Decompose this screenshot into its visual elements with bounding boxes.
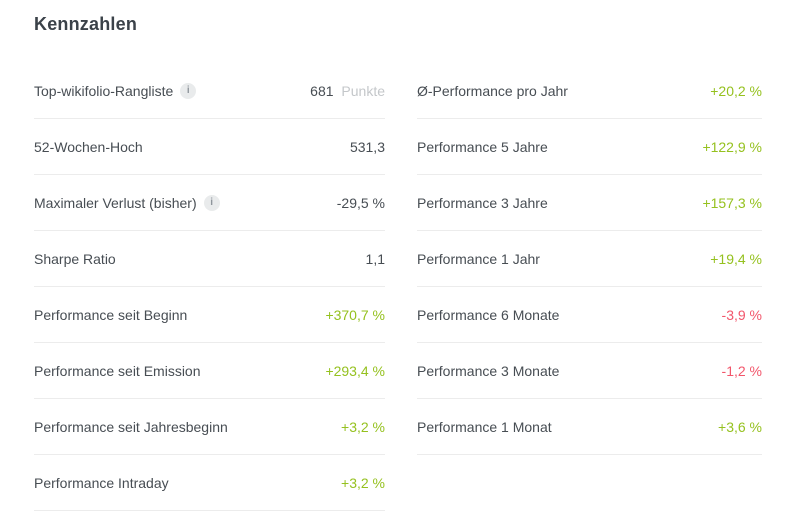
- metric-label: 52-Wochen-Hoch: [34, 138, 143, 155]
- metric-value: +370,7 %: [325, 307, 385, 323]
- metric-row: Performance 6 Monate -3,9 %: [417, 287, 762, 343]
- metric-label: Performance 1 Jahr: [417, 250, 540, 267]
- metric-value-number: +293,4 %: [325, 362, 385, 379]
- metric-row: Performance seit Beginn +370,7 %: [34, 287, 385, 343]
- metric-row: Ø-Performance pro Jahr +20,2 %: [417, 63, 762, 119]
- metric-row: Performance seit Emission +293,4 %: [34, 343, 385, 399]
- metric-value-number: +122,9 %: [702, 138, 762, 155]
- page-title: Kennzahlen: [34, 14, 138, 34]
- metric-label-wrap: Performance seit Beginn: [34, 307, 187, 323]
- metric-value: +19,4 %: [710, 251, 762, 267]
- metric-label: Performance 3 Monate: [417, 362, 560, 379]
- metric-value: -1,2 %: [722, 363, 762, 379]
- metric-value-number: -1,2 %: [721, 362, 762, 379]
- metric-label-wrap: Performance 6 Monate: [417, 307, 559, 323]
- metric-value-number: +19,4 %: [710, 250, 762, 267]
- metric-value-number: 1,1: [365, 250, 385, 267]
- metric-value: 681 Punkte: [310, 83, 385, 99]
- metric-label: Performance 5 Jahre: [417, 138, 548, 155]
- metric-row: Performance seit Jahresbeginn +3,2 %: [34, 399, 385, 455]
- metric-value-number: +3,2 %: [341, 474, 385, 491]
- metric-value: +20,2 %: [710, 83, 762, 99]
- metric-label-wrap: 52-Wochen-Hoch: [34, 139, 143, 155]
- metric-value: +3,2 %: [341, 475, 385, 491]
- metrics-column-right: Ø-Performance pro Jahr +20,2 % Performan…: [417, 63, 762, 511]
- metric-label: Performance Intraday: [34, 474, 169, 491]
- metric-value: -3,9 %: [722, 307, 762, 323]
- metric-value-number: 681: [310, 82, 334, 99]
- metric-label-wrap: Performance 3 Jahre: [417, 195, 548, 211]
- metric-value-number: +20,2 %: [710, 82, 762, 99]
- metric-label-wrap: Sharpe Ratio: [34, 251, 116, 267]
- metric-value-number: +157,3 %: [702, 194, 762, 211]
- metric-row: Maximaler Verlust (bisher) i -29,5 %: [34, 175, 385, 231]
- metric-label: Performance seit Beginn: [34, 306, 188, 323]
- metric-value: +3,6 %: [718, 419, 762, 435]
- metric-value-number: -29,5 %: [336, 194, 385, 211]
- metric-row: Performance 5 Jahre +122,9 %: [417, 119, 762, 175]
- metric-row: Top-wikifolio-Rangliste i 681 Punkte: [34, 63, 385, 119]
- metric-label: Performance seit Emission: [34, 362, 201, 379]
- metric-label: Sharpe Ratio: [34, 250, 116, 267]
- metric-label-wrap: Ø-Performance pro Jahr: [417, 83, 568, 99]
- metric-row: Performance 3 Monate -1,2 %: [417, 343, 762, 399]
- metric-value: +122,9 %: [702, 139, 762, 155]
- metric-value: -29,5 %: [337, 195, 385, 211]
- metric-label-wrap: Performance 5 Jahre: [417, 139, 548, 155]
- metrics-columns: Top-wikifolio-Rangliste i 681 Punkte 52-…: [34, 63, 762, 511]
- metric-row: 52-Wochen-Hoch 531,3: [34, 119, 385, 175]
- metric-label-wrap: Performance seit Emission: [34, 363, 201, 379]
- metrics-column-left: Top-wikifolio-Rangliste i 681 Punkte 52-…: [34, 63, 385, 511]
- metric-label: Maximaler Verlust (bisher): [34, 194, 197, 211]
- metric-row: Performance 3 Jahre +157,3 %: [417, 175, 762, 231]
- metric-value-number: +370,7 %: [325, 306, 385, 323]
- metric-label: Performance 1 Monat: [417, 418, 552, 435]
- metric-row: Performance Intraday +3,2 %: [34, 455, 385, 511]
- metric-label: Top-wikifolio-Rangliste: [34, 82, 174, 99]
- metric-label: Performance 6 Monate: [417, 306, 560, 323]
- metric-value-number: +3,6 %: [718, 418, 762, 435]
- metric-label-wrap: Maximaler Verlust (bisher) i: [34, 194, 220, 211]
- metric-value: 531,3: [350, 139, 385, 155]
- metric-label-wrap: Top-wikifolio-Rangliste i: [34, 82, 197, 99]
- metric-label-wrap: Performance 1 Monat: [417, 419, 552, 435]
- metric-label-wrap: Performance 3 Monate: [417, 363, 559, 379]
- metric-row: Performance 1 Jahr +19,4 %: [417, 231, 762, 287]
- info-icon[interactable]: i: [180, 82, 197, 99]
- metric-value: 1,1: [366, 251, 385, 267]
- metric-value: +157,3 %: [702, 195, 762, 211]
- metric-row: Sharpe Ratio 1,1: [34, 231, 385, 287]
- info-icon[interactable]: i: [203, 194, 220, 211]
- metric-label-wrap: Performance seit Jahresbeginn: [34, 419, 228, 435]
- metric-value-number: -3,9 %: [721, 306, 762, 323]
- metric-value-number: +3,2 %: [341, 418, 385, 435]
- metric-value-number: 531,3: [349, 138, 385, 155]
- metric-row: Performance 1 Monat +3,6 %: [417, 399, 762, 455]
- metric-label-wrap: Performance Intraday: [34, 475, 169, 491]
- metric-label: Performance 3 Jahre: [417, 194, 548, 211]
- metric-value: +3,2 %: [341, 419, 385, 435]
- metric-label-wrap: Performance 1 Jahr: [417, 251, 540, 267]
- metric-value: +293,4 %: [325, 363, 385, 379]
- metric-label: Performance seit Jahresbeginn: [34, 418, 228, 435]
- metric-label: Ø-Performance pro Jahr: [417, 82, 568, 99]
- metric-value-unit: Punkte: [341, 82, 385, 99]
